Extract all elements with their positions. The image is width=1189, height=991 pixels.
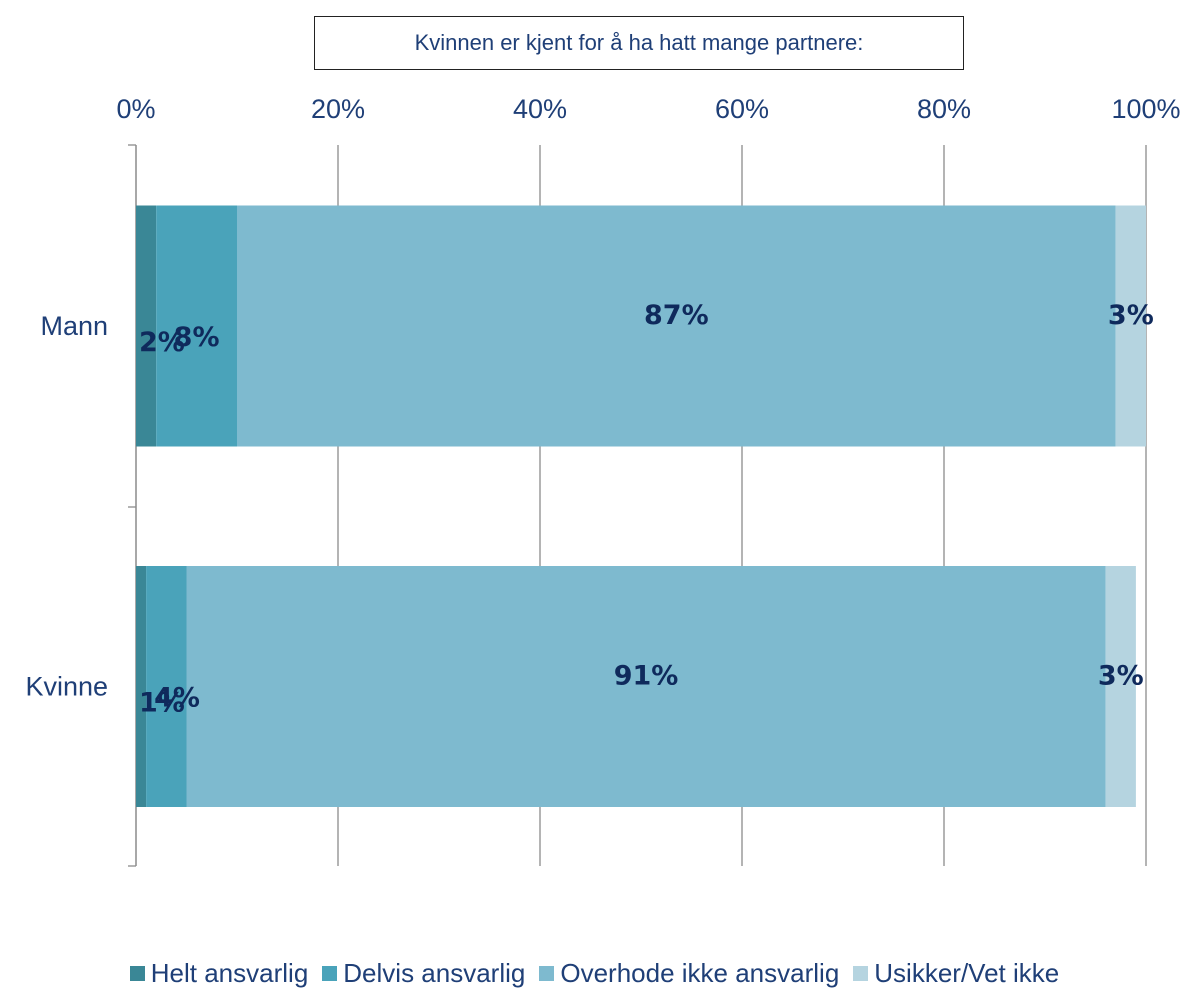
bar-segment [136,566,147,807]
legend: Helt ansvarlig Delvis ansvarlig Overhode i… [0,955,1189,991]
legend-item: Usikker/Vet ikke [853,958,1059,989]
data-label: 3% [1108,300,1154,331]
x-tick-label: 100% [1111,94,1180,124]
bar-segment [1105,566,1136,807]
category-label: Mann [40,311,108,341]
legend-swatch [322,965,338,981]
data-label: 91% [614,661,679,692]
x-tick-label: 40% [513,94,567,124]
bar-segment [186,566,1106,807]
legend-label: Delvis ansvarlig [343,957,526,988]
data-label: 87% [644,300,709,331]
legend-item: Delvis ansvarlig [322,958,525,989]
bar-segment [136,205,157,447]
legend-swatch [539,965,555,981]
bar-segment [237,205,1116,447]
category-label: Kvinne [25,672,108,702]
bar-segment [1115,205,1146,447]
x-tick-label: 60% [715,94,769,124]
legend-swatch [853,965,869,981]
data-label: 1% [139,688,185,719]
legend-item: Helt ansvarlig [129,957,309,989]
bar-segment [146,566,187,807]
stacked-bar-chart: 0% 20% 40% 60% 80% 100% Mann 2%8% 87% 3% Kvinne 1%4… [25,94,1181,867]
x-tick-label: 20% [311,94,365,124]
legend-swatch [129,965,145,981]
legend-label: Helt ansvarlig [150,957,309,988]
bar-segment [156,205,237,447]
x-tick-label: 80% [917,94,971,124]
legend-item: Overhode ikke ansvarlig [539,958,839,989]
data-label: 2% [139,327,185,358]
legend-label: Overhode ikke ansvarlig [560,957,840,988]
x-tick-label: 0% [116,94,155,124]
chart-title: Kvinnen er kjent for å ha hatt mange par… [314,16,964,70]
data-label: 4% [154,683,200,714]
legend-label: Usikker/Vet ikke [874,957,1060,988]
data-label: 3% [1098,661,1144,692]
data-label: 8% [174,322,220,353]
